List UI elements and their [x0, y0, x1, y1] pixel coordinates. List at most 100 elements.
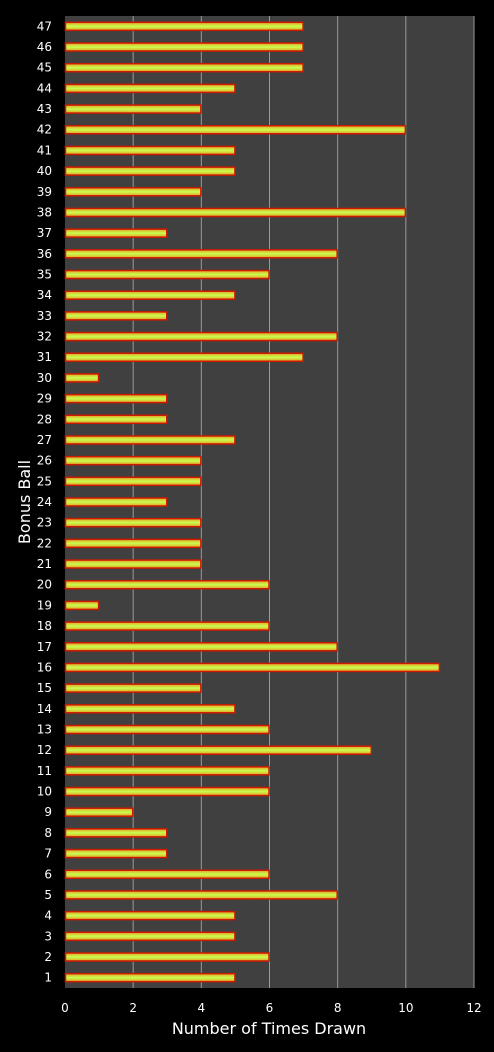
y-tick-label: 38	[37, 205, 52, 219]
y-tick-label: 35	[37, 268, 52, 282]
y-tick-label: 42	[37, 123, 52, 137]
bar	[64, 249, 338, 259]
bar	[64, 124, 407, 135]
bars	[64, 21, 441, 983]
x-tick-label: 2	[129, 1001, 137, 1015]
x-tick-label: 6	[266, 1001, 274, 1015]
y-tick-label: 12	[37, 743, 52, 757]
x-tick-label: 8	[334, 1001, 342, 1015]
y-tick-label: 1	[44, 971, 52, 985]
bar	[64, 869, 270, 880]
y-tick-label: 46	[37, 40, 52, 54]
y-tick-label: 29	[37, 392, 52, 406]
bar	[64, 931, 236, 942]
y-tick-label: 17	[37, 640, 52, 654]
y-tick-label: 5	[44, 888, 52, 902]
bar	[64, 786, 270, 797]
y-tick-label: 21	[37, 557, 52, 571]
y-tick-label: 37	[37, 226, 52, 240]
y-tick-label: 3	[44, 929, 52, 943]
bar	[64, 21, 304, 32]
bar	[64, 352, 304, 362]
y-tick-label: 43	[37, 102, 52, 116]
bar	[64, 207, 407, 218]
bar	[64, 62, 304, 73]
bar	[64, 704, 236, 714]
bar	[64, 683, 202, 693]
y-tick-label: 24	[37, 495, 52, 509]
y-tick-label: 26	[37, 454, 52, 468]
y-tick-label: 22	[37, 536, 52, 550]
y-tick-label: 11	[37, 764, 52, 778]
x-tick-label: 0	[61, 1001, 69, 1015]
bar	[64, 393, 168, 404]
y-tick-label: 36	[37, 247, 52, 261]
bar	[64, 848, 168, 859]
y-tick-label: 39	[37, 185, 52, 199]
bar	[64, 228, 168, 238]
bar	[64, 497, 168, 507]
y-tick-label: 4	[44, 909, 52, 923]
bar	[64, 331, 338, 342]
bar	[64, 745, 372, 755]
bar	[64, 414, 168, 425]
y-tick-label: 10	[37, 785, 52, 799]
bar	[64, 621, 270, 631]
bar	[64, 642, 338, 652]
y-tick-label: 25	[37, 474, 52, 488]
bar	[64, 807, 134, 817]
y-tick-label: 44	[37, 81, 52, 95]
y-tick-label: 20	[37, 578, 52, 592]
y-tick-label: 34	[37, 288, 52, 302]
y-tick-label: 15	[37, 681, 52, 695]
y-tick-label: 16	[37, 660, 52, 674]
x-axis-label: Number of Times Drawn	[172, 1019, 366, 1038]
y-tick-label: 40	[37, 164, 52, 178]
y-tick-label: 28	[37, 412, 52, 426]
y-tick-label: 32	[37, 330, 52, 344]
y-tick-label: 23	[37, 516, 52, 530]
bar	[64, 952, 270, 962]
bar	[64, 972, 236, 983]
bar	[64, 311, 168, 321]
y-tick-label: 9	[44, 805, 52, 819]
bar	[64, 559, 202, 569]
bar	[64, 435, 236, 445]
x-tick-label: 4	[198, 1001, 206, 1015]
bar	[64, 910, 236, 921]
y-tick-label: 30	[37, 371, 52, 385]
y-tick-label: 41	[37, 143, 52, 157]
y-tick-label: 18	[37, 619, 52, 633]
y-tick-label: 8	[44, 826, 52, 840]
bar	[64, 600, 100, 611]
x-tick-label: 12	[466, 1001, 481, 1015]
x-tick-labels: 0 2 4 6 8 10 12	[61, 1001, 481, 1015]
bar	[64, 455, 202, 466]
bar	[64, 290, 236, 300]
y-tick-label: 13	[37, 722, 52, 736]
bar	[64, 766, 270, 776]
y-tick-label: 45	[37, 61, 52, 75]
bar	[64, 890, 338, 900]
bar	[64, 166, 236, 176]
bar	[64, 662, 441, 673]
gridlines	[132, 16, 475, 988]
x-tick-label: 10	[398, 1001, 413, 1015]
bar	[64, 83, 236, 94]
bar	[64, 724, 270, 735]
y-tick-label: 31	[37, 350, 52, 364]
bar	[64, 42, 304, 52]
y-tick-label: 27	[37, 433, 52, 447]
y-tick-label: 6	[44, 867, 52, 881]
bar	[64, 517, 202, 528]
y-tick-label: 2	[44, 950, 52, 964]
y-tick-label: 14	[37, 702, 52, 716]
y-tick-label: 33	[37, 309, 52, 323]
bar	[64, 104, 202, 114]
y-tick-label: 47	[37, 19, 52, 33]
bar	[64, 269, 270, 280]
bar	[64, 476, 202, 487]
bar	[64, 187, 202, 197]
